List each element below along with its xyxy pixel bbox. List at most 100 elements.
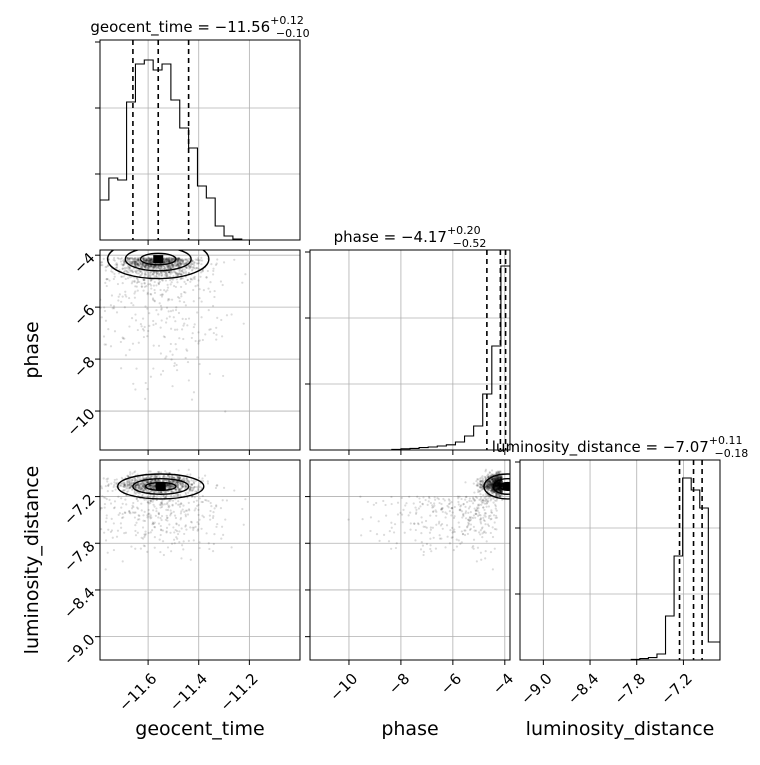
sample-point [165,483,168,486]
sample-point [179,482,182,486]
sample-point [207,499,210,503]
sample-point [498,476,501,480]
sample-point [498,494,501,497]
sample-point [438,520,441,523]
sample-point [495,494,498,497]
sample-point [128,510,131,513]
sample-point [171,259,174,262]
sample-point [136,277,139,280]
sample-point [110,482,113,485]
sample-point [141,262,144,265]
sample-point [474,512,477,516]
sample-point [494,485,497,489]
sample-point [478,483,482,486]
sample-point [187,508,191,511]
sample-point [494,476,498,479]
sample-point [168,258,171,261]
sample-point [159,490,162,494]
sample-point [163,267,166,270]
sample-point [148,484,151,487]
sample-point [135,260,138,264]
sample-point [476,484,479,488]
sample-point [136,259,139,263]
sample-point [487,483,490,487]
sample-point [475,513,478,516]
sample-point [422,525,425,528]
sample-point [496,488,499,491]
sample-point [134,478,137,481]
sample-point [157,265,160,268]
sample-point [385,514,388,517]
sample-point [134,534,138,537]
sample-point [109,345,113,348]
sample-point [149,271,152,274]
sample-point [165,261,168,264]
sample-point [487,475,490,478]
sample-point [479,493,482,496]
sample-point [166,485,169,488]
sample-point [499,477,502,480]
sample-point [497,484,500,487]
sample-point [487,483,490,486]
sample-point [145,258,148,262]
sample-point [448,542,452,545]
sample-point [149,274,152,277]
sample-point [495,484,499,488]
sample-point [490,517,493,520]
sample-point [155,309,158,312]
sample-point [176,257,179,260]
sample-point [114,482,117,485]
sample-point [117,257,120,260]
sample-point [198,362,201,366]
sample-point [497,475,500,478]
sample-point [493,479,496,482]
sample-point [105,265,108,268]
sample-point [151,261,154,264]
x-axis-label-phase: phase [381,718,438,740]
sample-point [179,484,182,487]
sample-point [169,485,172,488]
sample-point [494,484,498,487]
sample-point [418,500,422,504]
sample-point [486,485,489,488]
sample-point [131,511,135,514]
sample-point [493,527,497,531]
sample-point [137,491,140,494]
sample-point [496,485,499,488]
sample-point [488,485,491,488]
sample-point [197,340,200,343]
sample-point [480,476,483,479]
sample-point [488,484,492,487]
sample-point [178,505,182,508]
sample-point [492,479,495,482]
sample-point [167,485,171,488]
sample-point [168,260,171,263]
sample-point [145,476,148,480]
sample-point [180,527,183,530]
sample-point [482,479,485,482]
sample-point [167,259,171,262]
sample-point [167,483,171,486]
sample-point [493,476,496,480]
sample-point [160,529,163,532]
sample-point [489,496,492,499]
sample-point [175,488,178,491]
sample-point [155,274,158,277]
sample-point [141,476,145,479]
sample-point [112,507,116,510]
sample-point [480,503,483,506]
sample-point [207,287,210,290]
sample-point [493,486,497,490]
sample-point [485,486,488,490]
sample-point [467,521,470,524]
sample-point [480,501,484,504]
sample-point [495,486,498,489]
sample-point [400,496,403,499]
sample-point [153,288,156,292]
sample-point [172,265,175,269]
sample-point [150,475,153,478]
sample-point [190,483,194,486]
sample-point [488,479,491,482]
sample-point [122,264,125,267]
